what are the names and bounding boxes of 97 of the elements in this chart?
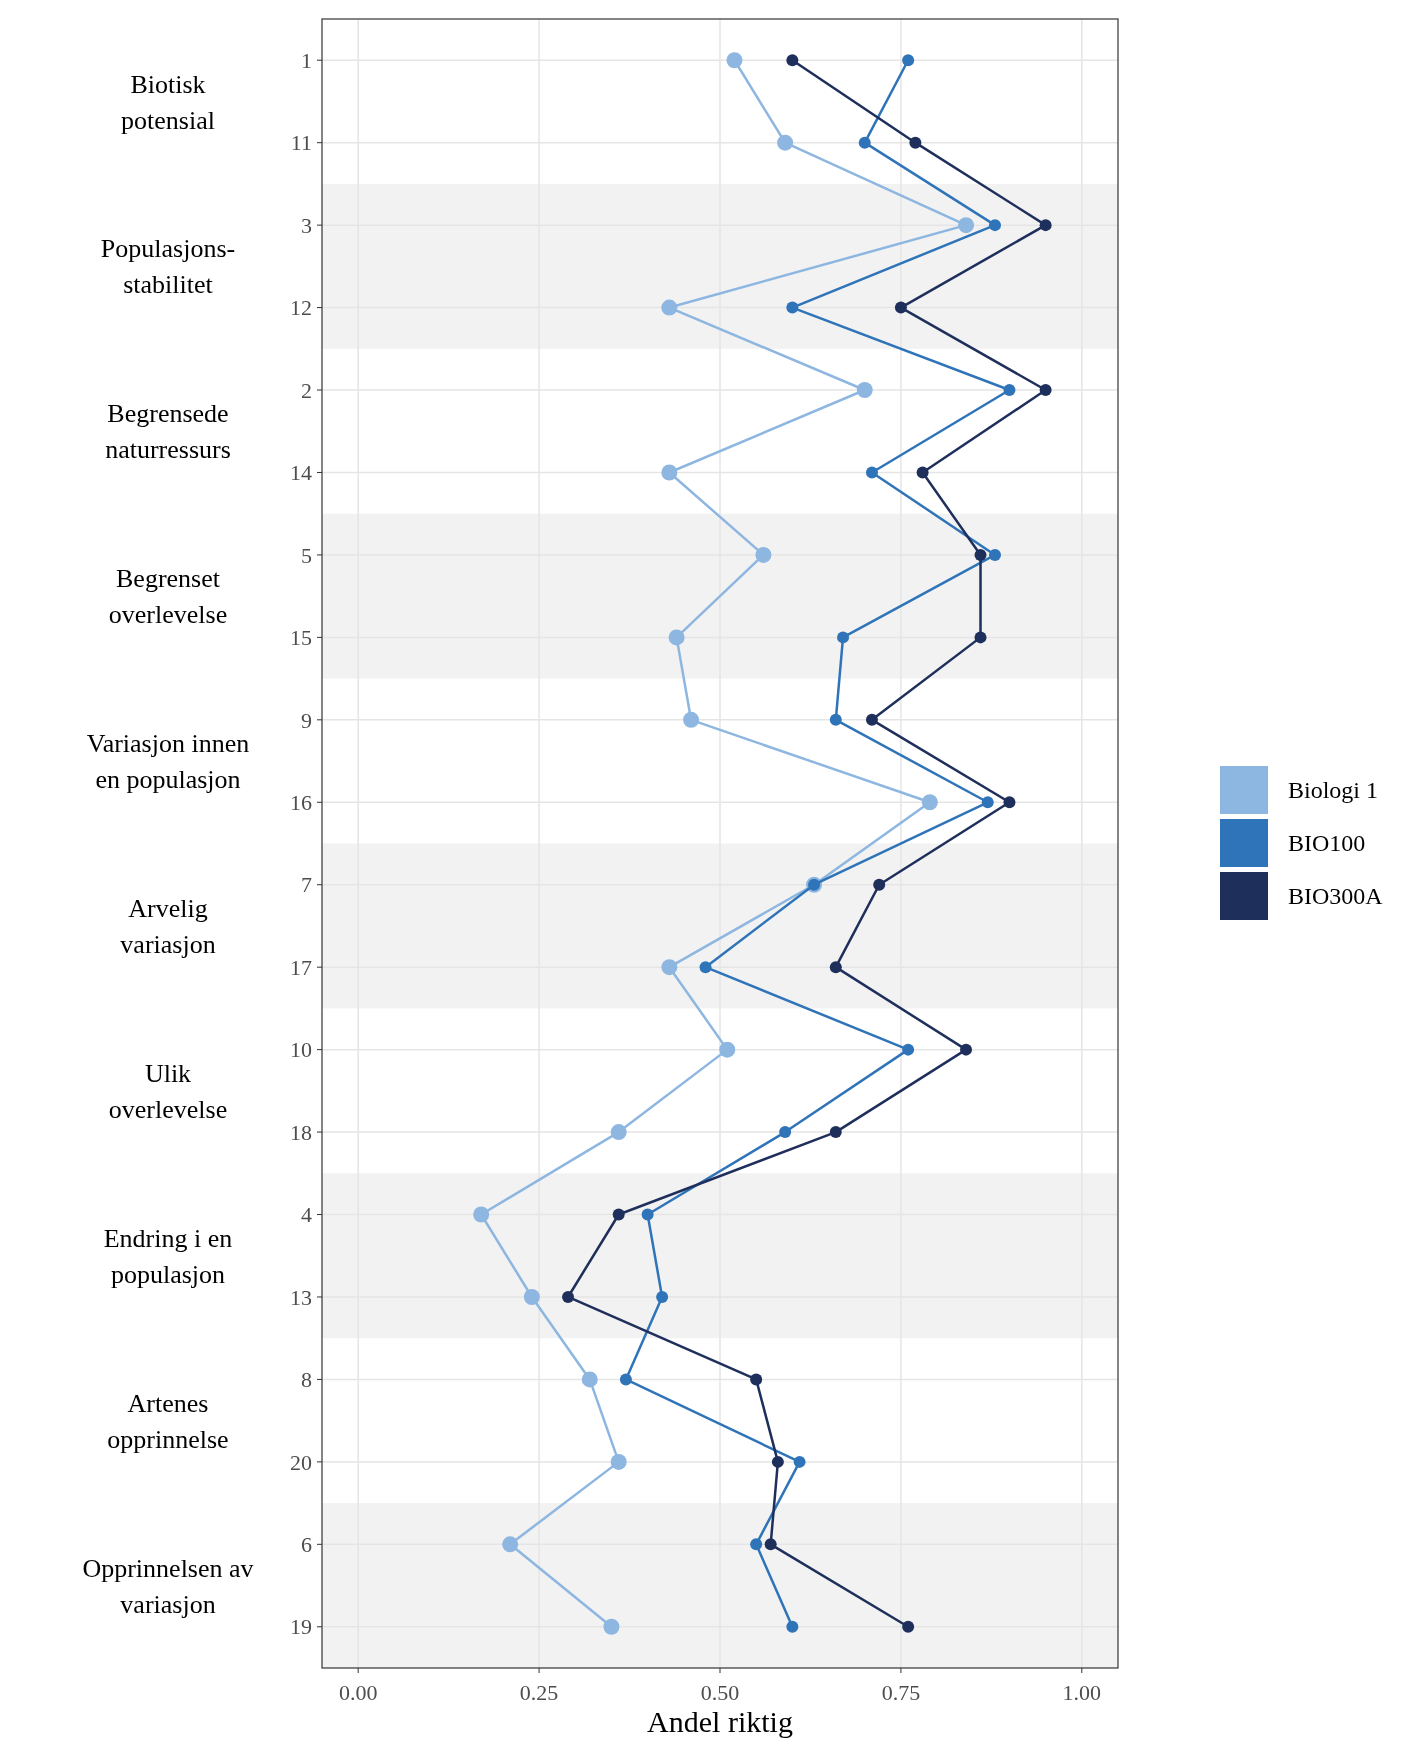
point xyxy=(661,299,678,316)
point xyxy=(958,217,975,234)
y-tick-label: 20 xyxy=(290,1449,312,1475)
point xyxy=(981,796,994,809)
point xyxy=(777,134,794,151)
y-tick-label: 13 xyxy=(290,1284,312,1310)
point xyxy=(829,961,842,974)
point xyxy=(619,1373,632,1386)
point xyxy=(755,546,772,563)
y-tick-label: 17 xyxy=(290,954,312,980)
point xyxy=(750,1373,763,1386)
point xyxy=(779,1126,792,1139)
point xyxy=(858,136,871,149)
point xyxy=(786,54,799,67)
point xyxy=(902,1043,915,1056)
y-tick-label: 10 xyxy=(290,1037,312,1063)
point xyxy=(865,466,878,479)
point xyxy=(793,1455,806,1468)
point xyxy=(523,1288,540,1305)
y-tick-label: 5 xyxy=(301,542,312,568)
x-tick-label: 1.00 xyxy=(1062,1680,1102,1705)
point xyxy=(610,1124,627,1141)
x-tick-label: 0.00 xyxy=(338,1680,378,1705)
point xyxy=(865,713,878,726)
point xyxy=(750,1538,763,1551)
text: Begrensede naturressurs xyxy=(105,399,231,465)
point xyxy=(921,794,938,811)
y-tick-label: 9 xyxy=(301,707,312,733)
point xyxy=(1003,384,1016,397)
point xyxy=(974,548,987,561)
y-tick-label: 3 xyxy=(301,212,312,238)
point xyxy=(837,631,850,644)
point xyxy=(873,878,886,891)
point xyxy=(1003,796,1016,809)
text: Biotisk potensial xyxy=(121,69,215,135)
point xyxy=(668,629,685,646)
point xyxy=(699,961,712,974)
point xyxy=(661,959,678,976)
y-tick-label: 18 xyxy=(290,1119,312,1145)
point xyxy=(661,464,678,481)
point xyxy=(960,1043,973,1056)
point xyxy=(1039,384,1052,397)
point xyxy=(612,1208,625,1221)
point xyxy=(683,711,700,728)
point xyxy=(473,1206,490,1223)
legend-label: Biologi 1 xyxy=(1288,777,1379,804)
point xyxy=(909,136,922,149)
point xyxy=(610,1453,627,1470)
point xyxy=(502,1536,519,1553)
text: Arvelig variasjon xyxy=(120,894,216,960)
point xyxy=(988,548,1001,561)
text: Begrenset overlevelse xyxy=(108,564,228,630)
point xyxy=(771,1455,784,1468)
y-tick-label: 8 xyxy=(301,1367,312,1393)
text: Endring i en populasjon xyxy=(103,1223,233,1289)
text: Populasjons- stabilitet xyxy=(100,234,236,300)
point xyxy=(726,52,743,69)
point xyxy=(902,1620,915,1633)
y-tick-label: 11 xyxy=(290,130,312,156)
y-tick-label: 2 xyxy=(301,377,312,403)
x-tick-label: 0.75 xyxy=(881,1680,921,1705)
point xyxy=(1039,219,1052,232)
y-tick-label: 12 xyxy=(290,295,312,321)
y-tick-label: 7 xyxy=(301,872,312,898)
point xyxy=(902,54,915,67)
x-tick-label: 0.50 xyxy=(700,1680,740,1705)
point xyxy=(829,713,842,726)
x-tick-label: 0.25 xyxy=(519,1680,559,1705)
point xyxy=(786,301,799,314)
point xyxy=(916,466,929,479)
text: Opprinnelsen av variasjon xyxy=(82,1553,254,1619)
point xyxy=(562,1290,575,1303)
text: Ulik overlevelse xyxy=(108,1058,228,1124)
x-axis-title: Andel riktig xyxy=(647,1705,793,1738)
point xyxy=(974,631,987,644)
text: Artenes opprinnelse xyxy=(107,1388,229,1454)
y-tick-label: 16 xyxy=(290,789,312,815)
point xyxy=(656,1290,669,1303)
legend-label: BIO300A xyxy=(1288,883,1384,910)
y-tick-label: 14 xyxy=(290,460,312,486)
point xyxy=(786,1620,799,1633)
y-tick-label: 4 xyxy=(301,1202,312,1228)
y-tick-label: 15 xyxy=(290,625,312,651)
point xyxy=(603,1618,620,1635)
legend-label: BIO100 xyxy=(1288,830,1366,857)
y-tick-label: 6 xyxy=(301,1532,312,1558)
point xyxy=(894,301,907,314)
text: Variasjon innen en populasjon xyxy=(86,729,250,795)
point xyxy=(719,1041,736,1058)
y-tick-label: 1 xyxy=(301,47,312,73)
point xyxy=(829,1126,842,1139)
point xyxy=(856,382,873,399)
point xyxy=(988,219,1001,232)
point xyxy=(764,1538,777,1551)
y-tick-label: 19 xyxy=(290,1614,312,1640)
point xyxy=(581,1371,598,1388)
point xyxy=(641,1208,654,1221)
